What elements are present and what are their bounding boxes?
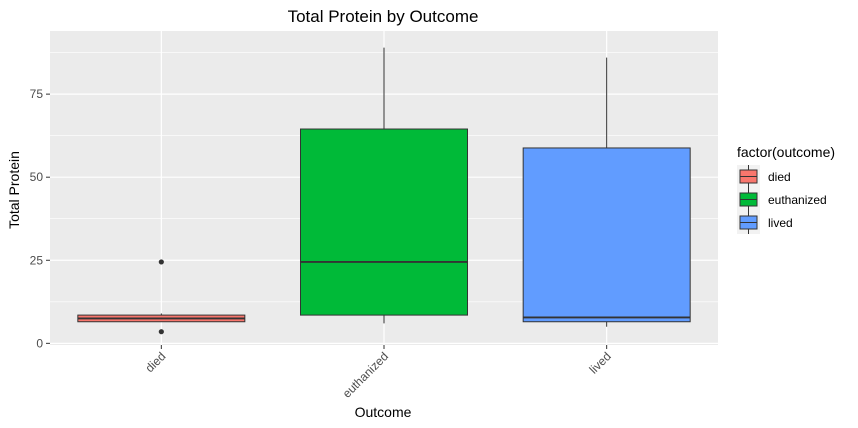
legend-entry-lived: lived [737,211,793,234]
y-tick-label: 50 [30,170,44,184]
y-tick-label: 25 [30,253,44,267]
legend-title: factor(outcome) [737,144,835,160]
box-died [77,259,246,335]
x-tick-label: lived [586,349,613,376]
y-tick-label: 75 [30,87,44,101]
y-tick-label: 0 [36,336,43,350]
outlier-point [158,259,164,265]
box-euthanized [300,47,468,324]
chart-title: Total Protein by Outcome [288,7,479,26]
legend-entry-died: died [737,165,791,188]
outlier-point [158,329,164,335]
legend-entry-euthanized: euthanized [737,188,827,211]
box-body [300,128,468,316]
box-body [522,147,691,323]
legend-label: euthanized [768,193,827,207]
x-tick-label: euthanized [340,349,391,400]
box-lived [522,57,691,327]
y-axis-title: Total Protein [6,151,22,229]
legend-label: died [768,170,791,184]
legend: factor(outcome) died euthanized lived [737,144,835,234]
x-axis-title: Outcome [355,404,412,420]
x-tick-label: died [143,349,169,375]
legend-label: lived [768,216,793,230]
